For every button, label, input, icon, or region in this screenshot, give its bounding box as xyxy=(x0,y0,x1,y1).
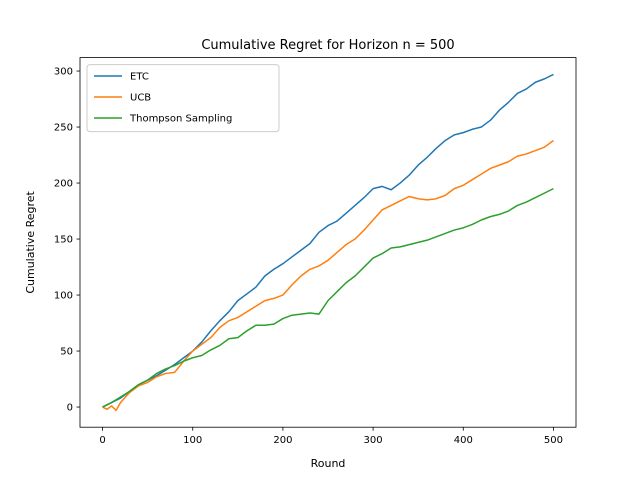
y-axis-label: Cumulative Regret xyxy=(24,190,37,293)
series-line-etc xyxy=(102,73,554,408)
y-tick-label: 50 xyxy=(60,347,73,358)
y-tick-label: 300 xyxy=(54,67,73,78)
series-lines xyxy=(102,73,554,412)
chart-title: Cumulative Regret for Horizon n = 500 xyxy=(201,38,454,53)
legend-label-etc: ETC xyxy=(130,72,149,83)
y-tick-label: 200 xyxy=(54,179,73,190)
legend-box xyxy=(86,64,280,133)
legend: ETC UCB Thompson Sampling xyxy=(86,64,280,133)
y-tick-label: 100 xyxy=(54,291,73,302)
y-axis-ticks: 0 50 100 150 200 250 300 xyxy=(54,67,80,414)
x-axis-ticks: 0 100 200 300 400 500 xyxy=(99,427,563,446)
x-tick-label: 100 xyxy=(183,435,202,446)
plot-area-frame xyxy=(79,57,577,428)
series-line-thompson-sampling xyxy=(102,187,554,408)
x-tick-label: 500 xyxy=(544,435,563,446)
x-tick-label: 300 xyxy=(364,435,383,446)
legend-label-ucb: UCB xyxy=(130,93,151,104)
x-tick-label: 400 xyxy=(454,435,473,446)
series-line-ucb xyxy=(102,139,554,412)
y-tick-label: 150 xyxy=(54,235,73,246)
legend-label-thompson-sampling: Thompson Sampling xyxy=(129,114,232,125)
x-tick-label: 0 xyxy=(99,435,105,446)
y-tick-label: 250 xyxy=(54,123,73,134)
x-axis-label: Round xyxy=(311,457,346,470)
y-tick-label: 0 xyxy=(67,403,73,414)
x-tick-label: 200 xyxy=(273,435,292,446)
